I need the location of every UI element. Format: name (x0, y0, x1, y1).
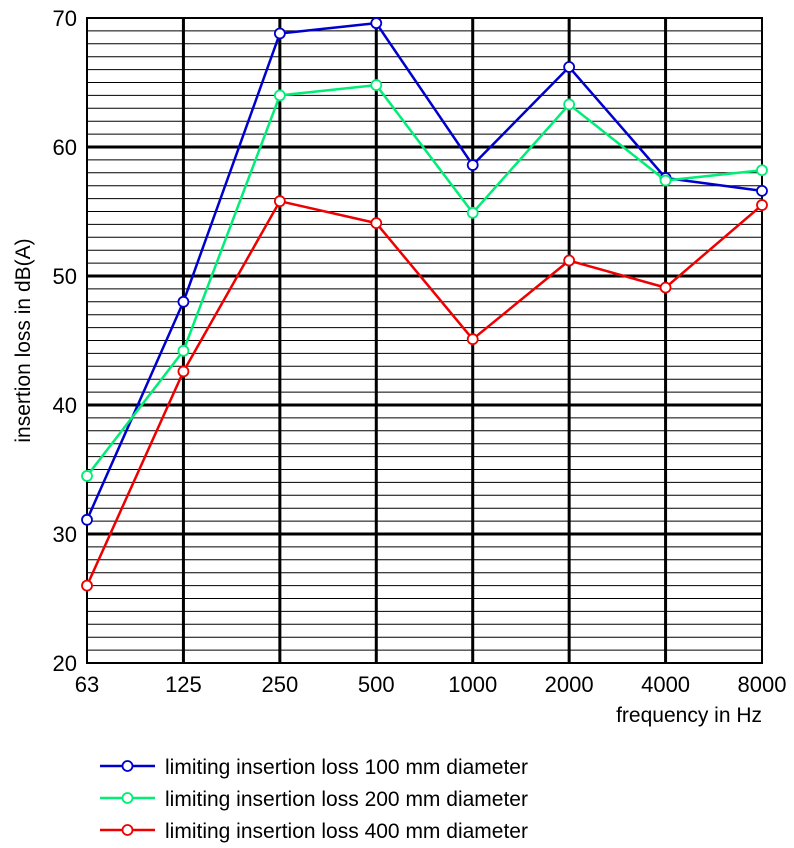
series (81, 79, 768, 482)
y-tick-label: 20 (53, 651, 77, 676)
legend-item: limiting insertion loss 100 mm diameter (100, 756, 528, 779)
legend: limiting insertion loss 100 mm diameter l… (100, 756, 528, 843)
data-point (466, 333, 479, 346)
x-tick-label: 250 (261, 672, 298, 697)
data-point (563, 61, 576, 73)
legend-label: limiting insertion loss 200 mm diameter (165, 788, 528, 811)
legend-swatch-marker (121, 792, 134, 804)
data-point (81, 513, 93, 526)
plot-frame (86, 17, 763, 664)
data-point (563, 98, 576, 111)
data-point (370, 217, 383, 230)
legend-label: limiting insertion loss 400 mm diameter (165, 820, 528, 843)
data-point (659, 281, 672, 294)
y-tick-label: 60 (53, 135, 77, 160)
data-point (273, 195, 286, 208)
x-tick-label: 63 (75, 672, 99, 697)
data-point (756, 164, 768, 177)
y-tick-label: 30 (53, 522, 77, 547)
data-point (81, 579, 93, 592)
series (81, 195, 768, 592)
x-tick-label: 125 (165, 672, 202, 697)
x-tick-label: 4000 (641, 672, 690, 697)
y-tick-label: 70 (53, 6, 77, 31)
x-tick-label: 500 (358, 672, 395, 697)
data-point (563, 254, 576, 267)
x-tick-labels: 63 125 250 500 1000 2000 4000 8000 (75, 672, 787, 697)
minor-gridlines (87, 30, 762, 651)
legend-swatch-marker (121, 824, 134, 836)
legend-label: limiting insertion loss 100 mm diameter (165, 756, 528, 779)
y-axis-title: insertion loss in dB(A) (12, 238, 35, 442)
data-point (756, 184, 768, 197)
data-point (81, 470, 93, 482)
x-tick-label: 8000 (738, 672, 787, 697)
legend-item: limiting insertion loss 200 mm diameter (100, 788, 528, 811)
y-tick-label: 40 (53, 393, 77, 418)
x-axis-title: frequency in Hz (616, 704, 762, 727)
y-tick-label: 50 (53, 264, 77, 289)
data-point (466, 159, 479, 171)
data-point (370, 79, 383, 91)
data-point (370, 17, 383, 30)
data-point (273, 27, 286, 40)
legend-item: limiting insertion loss 400 mm diameter (100, 820, 528, 843)
data-point (177, 344, 190, 357)
data-point (756, 199, 768, 211)
data-point (659, 174, 672, 187)
series-line (85, 21, 763, 521)
series-line (85, 199, 763, 587)
legend-swatch-marker (121, 760, 134, 772)
series-line (86, 83, 763, 477)
data-point (177, 365, 190, 378)
y-tick-labels: 20 30 40 50 60 70 (53, 6, 77, 676)
data-point (273, 89, 286, 102)
major-gridlines (87, 18, 762, 663)
data-point (466, 206, 479, 219)
x-tick-label: 2000 (545, 672, 594, 697)
series-layer (81, 17, 768, 592)
x-tick-label: 1000 (448, 672, 497, 697)
data-point (177, 295, 190, 308)
